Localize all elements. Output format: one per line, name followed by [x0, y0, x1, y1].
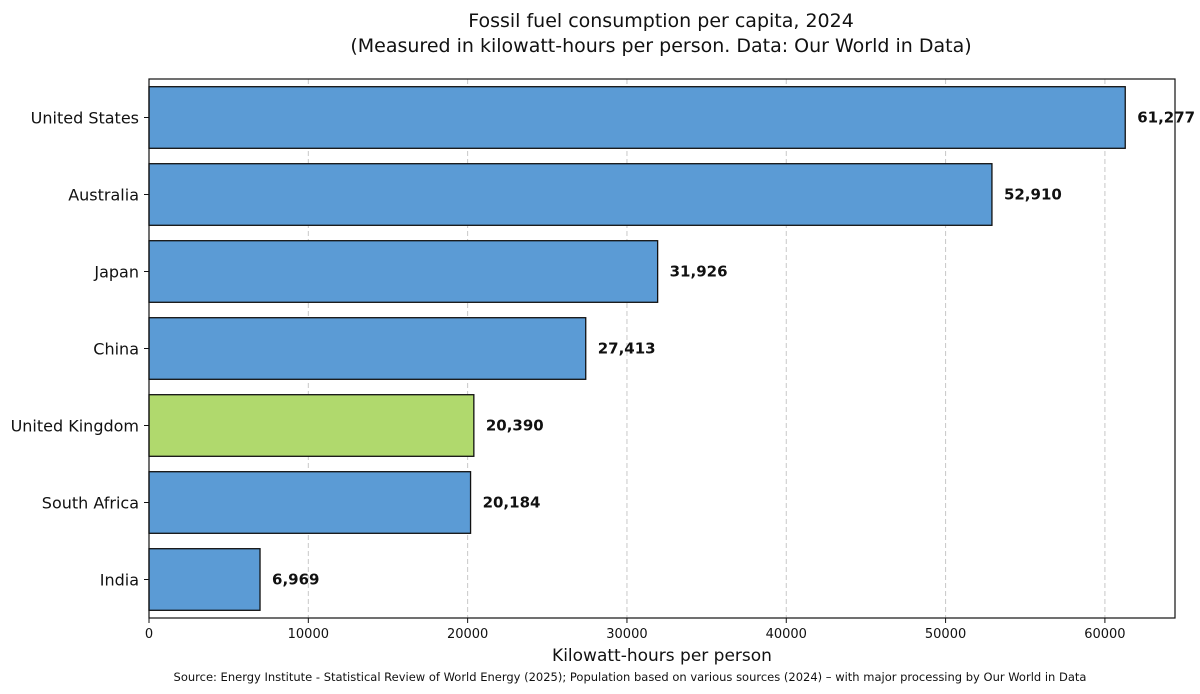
- category-label: United States: [31, 109, 139, 128]
- bar: [148, 394, 475, 457]
- x-axis-label: Kilowatt-hours per person: [552, 646, 772, 666]
- bar-value-label: 6,969: [272, 571, 319, 589]
- chart-subtitle: (Measured in kilowatt-hours per person. …: [350, 35, 971, 57]
- bar-value-label: 20,390: [486, 417, 544, 435]
- category-label: China: [93, 340, 139, 359]
- category-label: India: [100, 571, 139, 590]
- category-label: Japan: [93, 263, 139, 282]
- bar-value-label: 31,926: [670, 263, 728, 281]
- bar-value-label: 61,277: [1137, 109, 1195, 127]
- bar: [148, 163, 993, 226]
- bar: [148, 240, 659, 303]
- x-tick-label: 10000: [288, 627, 329, 642]
- bar-value-label: 27,413: [598, 340, 656, 358]
- bar-value-label: 20,184: [483, 494, 541, 512]
- category-label: South Africa: [42, 494, 139, 513]
- x-tick-label: 30000: [606, 627, 647, 642]
- x-axis-ticks: 0 10000 20000 30000 40000 50000 60000: [145, 618, 1126, 642]
- category-label: Australia: [68, 186, 139, 205]
- x-tick-label: 0: [145, 627, 153, 642]
- bar: [148, 548, 261, 611]
- bar: [148, 471, 472, 534]
- bars: 61,277 52,910 31,926 27,413 20,390 20,184 6,96…: [148, 86, 1195, 611]
- y-axis-ticks: United States Australia Japan China United K…: [11, 109, 149, 590]
- bar-value-label: 52,910: [1004, 186, 1062, 204]
- x-tick-label: 20000: [447, 627, 488, 642]
- x-tick-label: 40000: [766, 627, 807, 642]
- bar: [148, 317, 587, 380]
- category-label: United Kingdom: [11, 417, 139, 436]
- x-tick-label: 50000: [925, 627, 966, 642]
- source-note: Source: Energy Institute - Statistical R…: [174, 670, 1087, 684]
- bar: [148, 86, 1126, 149]
- x-tick-label: 60000: [1084, 627, 1125, 642]
- chart-title: Fossil fuel consumption per capita, 2024: [468, 10, 854, 32]
